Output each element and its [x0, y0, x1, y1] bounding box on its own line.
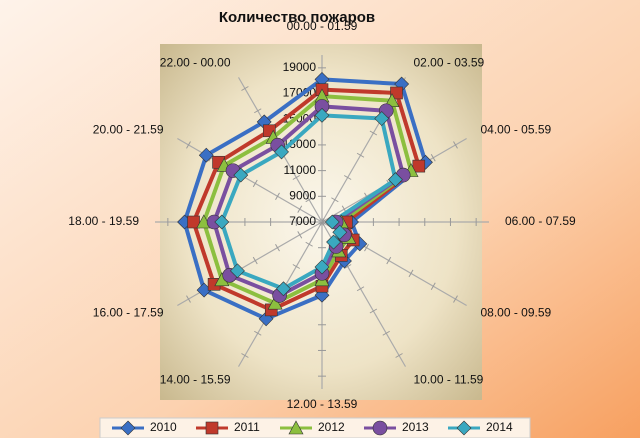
spoke	[177, 137, 323, 223]
marker	[198, 147, 214, 163]
tick-mark	[408, 269, 414, 278]
tick-mark	[275, 243, 280, 252]
marker	[274, 144, 289, 160]
marker	[120, 420, 136, 436]
category-label: 00.00 - 01.59	[287, 19, 358, 33]
marker	[214, 214, 230, 230]
marker	[230, 263, 245, 279]
marker	[233, 167, 249, 183]
category-label: 12.00 - 13.59	[287, 397, 358, 411]
tick-mark	[369, 130, 378, 136]
marker	[205, 421, 219, 435]
tick-mark	[241, 353, 249, 358]
tick-mark	[305, 241, 313, 247]
tick-mark	[369, 308, 378, 314]
category-label: 14.00 - 15.59	[160, 373, 231, 387]
tick-mark	[297, 231, 303, 239]
category-label: 08.00 - 09.59	[480, 306, 551, 320]
tick-mark	[186, 141, 191, 149]
tick-mark	[343, 175, 352, 180]
category-label: 18.00 - 19.59	[68, 214, 139, 228]
tick-mark	[275, 192, 280, 201]
category-label: 04.00 - 05.59	[480, 123, 551, 137]
marker	[267, 295, 283, 310]
y-tick-label: 19000	[283, 60, 317, 74]
tick-mark	[430, 154, 436, 162]
category-label: 16.00 - 17.59	[93, 306, 164, 320]
tick-mark	[297, 205, 303, 213]
marker	[388, 172, 403, 188]
tick-mark	[252, 179, 258, 188]
marker	[332, 224, 348, 240]
category-label: 22.00 - 00.00	[160, 56, 231, 70]
marker	[326, 234, 341, 250]
category-label: 20.00 - 21.59	[93, 123, 164, 137]
tick-mark	[453, 141, 458, 149]
tick-mark	[382, 330, 390, 336]
tick-mark	[252, 256, 258, 265]
tick-mark	[292, 264, 301, 269]
tick-mark	[186, 295, 191, 303]
category-label: 10.00 - 11.59	[414, 373, 484, 387]
legend-label: 2012	[318, 420, 345, 434]
marker	[314, 107, 330, 123]
tick-mark	[364, 243, 369, 252]
y-tick-label: 7000	[289, 214, 316, 228]
tick-mark	[430, 282, 436, 290]
marker	[288, 420, 304, 435]
tick-mark	[254, 108, 262, 114]
tick-mark	[386, 256, 392, 265]
tick-mark	[254, 330, 262, 336]
legend-label: 2014	[486, 420, 513, 434]
legend-label: 2011	[234, 420, 260, 434]
marker	[372, 420, 388, 436]
marker	[456, 420, 472, 436]
tick-mark	[453, 295, 458, 303]
tick-mark	[356, 152, 365, 158]
y-tick-label: 9000	[289, 188, 316, 202]
tick-mark	[292, 175, 301, 180]
y-tick-label: 11000	[284, 163, 317, 177]
tick-mark	[395, 353, 403, 358]
tick-mark	[331, 197, 339, 203]
y-tick-label: 13000	[283, 137, 317, 151]
tick-mark	[305, 197, 313, 203]
tick-mark	[356, 286, 365, 292]
tick-mark	[318, 219, 326, 225]
marker	[314, 259, 330, 275]
chart-title: Количество пожаров	[219, 9, 375, 26]
tick-mark	[343, 264, 352, 269]
marker	[187, 215, 200, 229]
marker	[276, 281, 291, 297]
legend-label: 2013	[402, 420, 429, 434]
marker	[412, 159, 426, 173]
category-label: 02.00 - 03.59	[414, 56, 485, 70]
marker	[374, 111, 390, 126]
category-label: 06.00 - 07.59	[505, 214, 576, 228]
tick-mark	[241, 86, 249, 91]
legend-label: 2010	[150, 420, 177, 434]
marker	[324, 214, 340, 230]
